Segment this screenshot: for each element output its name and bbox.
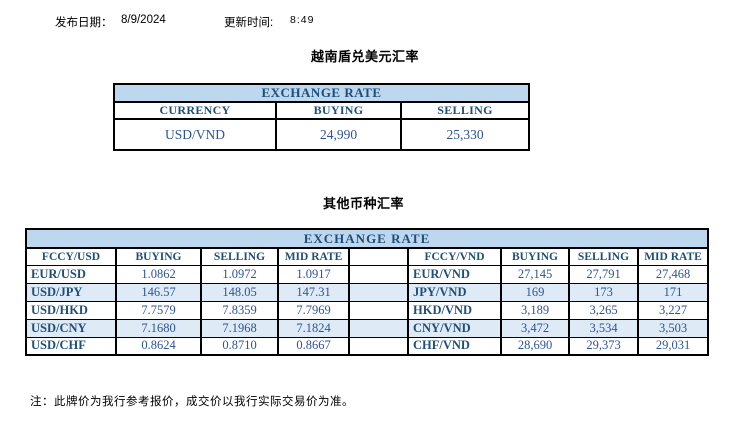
currency-pair: HKD/VND bbox=[407, 300, 502, 320]
midrate-value: 7.1824 bbox=[277, 318, 350, 338]
midrate-value: 1.0917 bbox=[277, 264, 350, 284]
spacer-cell bbox=[348, 247, 409, 266]
table-row: USD/CHF 0.8624 0.8710 0.8667 CHF/VND 28,… bbox=[25, 336, 709, 356]
spacer-cell bbox=[348, 318, 409, 338]
col-selling: SELLING bbox=[399, 101, 531, 120]
col-buying-left: BUYING bbox=[115, 247, 202, 266]
midrate-value: 7.7969 bbox=[277, 300, 350, 320]
selling-value: 7.1968 bbox=[200, 318, 279, 338]
currency-pair: CNY/VND bbox=[407, 318, 502, 338]
selling-value: 1.0972 bbox=[200, 264, 279, 284]
publish-date-label: 发布日期： bbox=[55, 17, 113, 29]
other-table-title: 其他币种汇率 bbox=[323, 196, 405, 211]
midrate-value: 3,503 bbox=[637, 318, 709, 338]
update-time-label: 更新时间: bbox=[224, 17, 274, 29]
disclaimer-note: 注：此牌价为我行参考报价，成交价以我行实际交易价为准。 bbox=[30, 396, 354, 408]
midrate-value: 171 bbox=[637, 282, 709, 302]
table-row: USD/HKD 7.7579 7.8359 7.7969 HKD/VND 3,1… bbox=[25, 300, 709, 320]
currency-pair: USD/VND bbox=[113, 118, 277, 151]
midrate-value: 0.8667 bbox=[277, 336, 350, 356]
buying-value: 3,189 bbox=[500, 300, 570, 320]
col-fccy-vnd: FCCY/VND bbox=[407, 247, 502, 266]
col-currency: CURRENCY bbox=[113, 101, 277, 120]
col-midrate-left: MID RATE bbox=[277, 247, 350, 266]
spacer-cell bbox=[348, 282, 409, 302]
buying-value: 27,145 bbox=[500, 264, 570, 284]
table-header: EXCHANGE RATE bbox=[112, 83, 531, 103]
column-header-row: CURRENCY BUYING SELLING bbox=[113, 101, 531, 120]
buying-value: 1.0862 bbox=[115, 264, 202, 284]
usd-vnd-rate-table: EXCHANGE RATE CURRENCY BUYING SELLING US… bbox=[112, 83, 531, 151]
buying-value: 7.1680 bbox=[115, 318, 202, 338]
midrate-value: 147.31 bbox=[277, 282, 350, 302]
table-row: USD/JPY 146.57 148.05 147.31 JPY/VND 169… bbox=[25, 282, 709, 302]
selling-value: 29,373 bbox=[568, 336, 639, 356]
selling-value: 3,265 bbox=[568, 300, 639, 320]
col-fccy-usd: FCCY/USD bbox=[25, 247, 117, 266]
buying-value: 146.57 bbox=[115, 282, 202, 302]
usd-table-title: 越南盾兑美元汇率 bbox=[311, 49, 420, 64]
selling-value: 0.8710 bbox=[200, 336, 279, 356]
midrate-value: 3,227 bbox=[637, 300, 709, 320]
buying-value: 24,990 bbox=[275, 118, 402, 151]
selling-value: 148.05 bbox=[200, 282, 279, 302]
selling-value: 173 bbox=[568, 282, 639, 302]
table-header-row: EXCHANGE RATE bbox=[112, 83, 531, 103]
selling-value: 27,791 bbox=[568, 264, 639, 284]
update-time-value: 8:49 bbox=[290, 14, 315, 26]
table-header-row: EXCHANGE RATE bbox=[25, 228, 709, 249]
col-selling-right: SELLING bbox=[568, 247, 639, 266]
midrate-value: 29,031 bbox=[637, 336, 709, 356]
selling-value: 7.8359 bbox=[200, 300, 279, 320]
currency-pair: USD/JPY bbox=[25, 282, 117, 302]
spacer-cell bbox=[348, 264, 409, 284]
selling-value: 3,534 bbox=[568, 318, 639, 338]
column-header-row: FCCY/USD BUYING SELLING MID RATE FCCY/VN… bbox=[25, 247, 709, 266]
col-selling-left: SELLING bbox=[200, 247, 279, 266]
buying-value: 0.8624 bbox=[115, 336, 202, 356]
currency-pair: EUR/USD bbox=[25, 264, 117, 284]
currency-pair: USD/CNY bbox=[25, 318, 117, 338]
col-midrate-right: MID RATE bbox=[637, 247, 709, 266]
buying-value: 28,690 bbox=[500, 336, 570, 356]
spacer-cell bbox=[348, 300, 409, 320]
currency-pair: USD/HKD bbox=[25, 300, 117, 320]
spacer-cell bbox=[348, 336, 409, 356]
currency-pair: USD/CHF bbox=[25, 336, 117, 356]
selling-value: 25,330 bbox=[399, 118, 531, 151]
currency-pair: CHF/VND bbox=[407, 336, 502, 356]
col-buying: BUYING bbox=[275, 101, 402, 120]
other-rates-table: EXCHANGE RATE FCCY/USD BUYING SELLING MI… bbox=[25, 228, 709, 356]
table-header: EXCHANGE RATE bbox=[25, 228, 709, 249]
publish-date-value: 8/9/2024 bbox=[121, 14, 166, 26]
buying-value: 169 bbox=[500, 282, 570, 302]
currency-pair: JPY/VND bbox=[407, 282, 502, 302]
table-row: USD/CNY 7.1680 7.1968 7.1824 CNY/VND 3,4… bbox=[25, 318, 709, 338]
midrate-value: 27,468 bbox=[637, 264, 709, 284]
currency-pair: EUR/VND bbox=[407, 264, 502, 284]
table-row: USD/VND 24,990 25,330 bbox=[113, 118, 531, 151]
col-buying-right: BUYING bbox=[500, 247, 570, 266]
buying-value: 7.7579 bbox=[115, 300, 202, 320]
buying-value: 3,472 bbox=[500, 318, 570, 338]
table-row: EUR/USD 1.0862 1.0972 1.0917 EUR/VND 27,… bbox=[25, 264, 709, 284]
